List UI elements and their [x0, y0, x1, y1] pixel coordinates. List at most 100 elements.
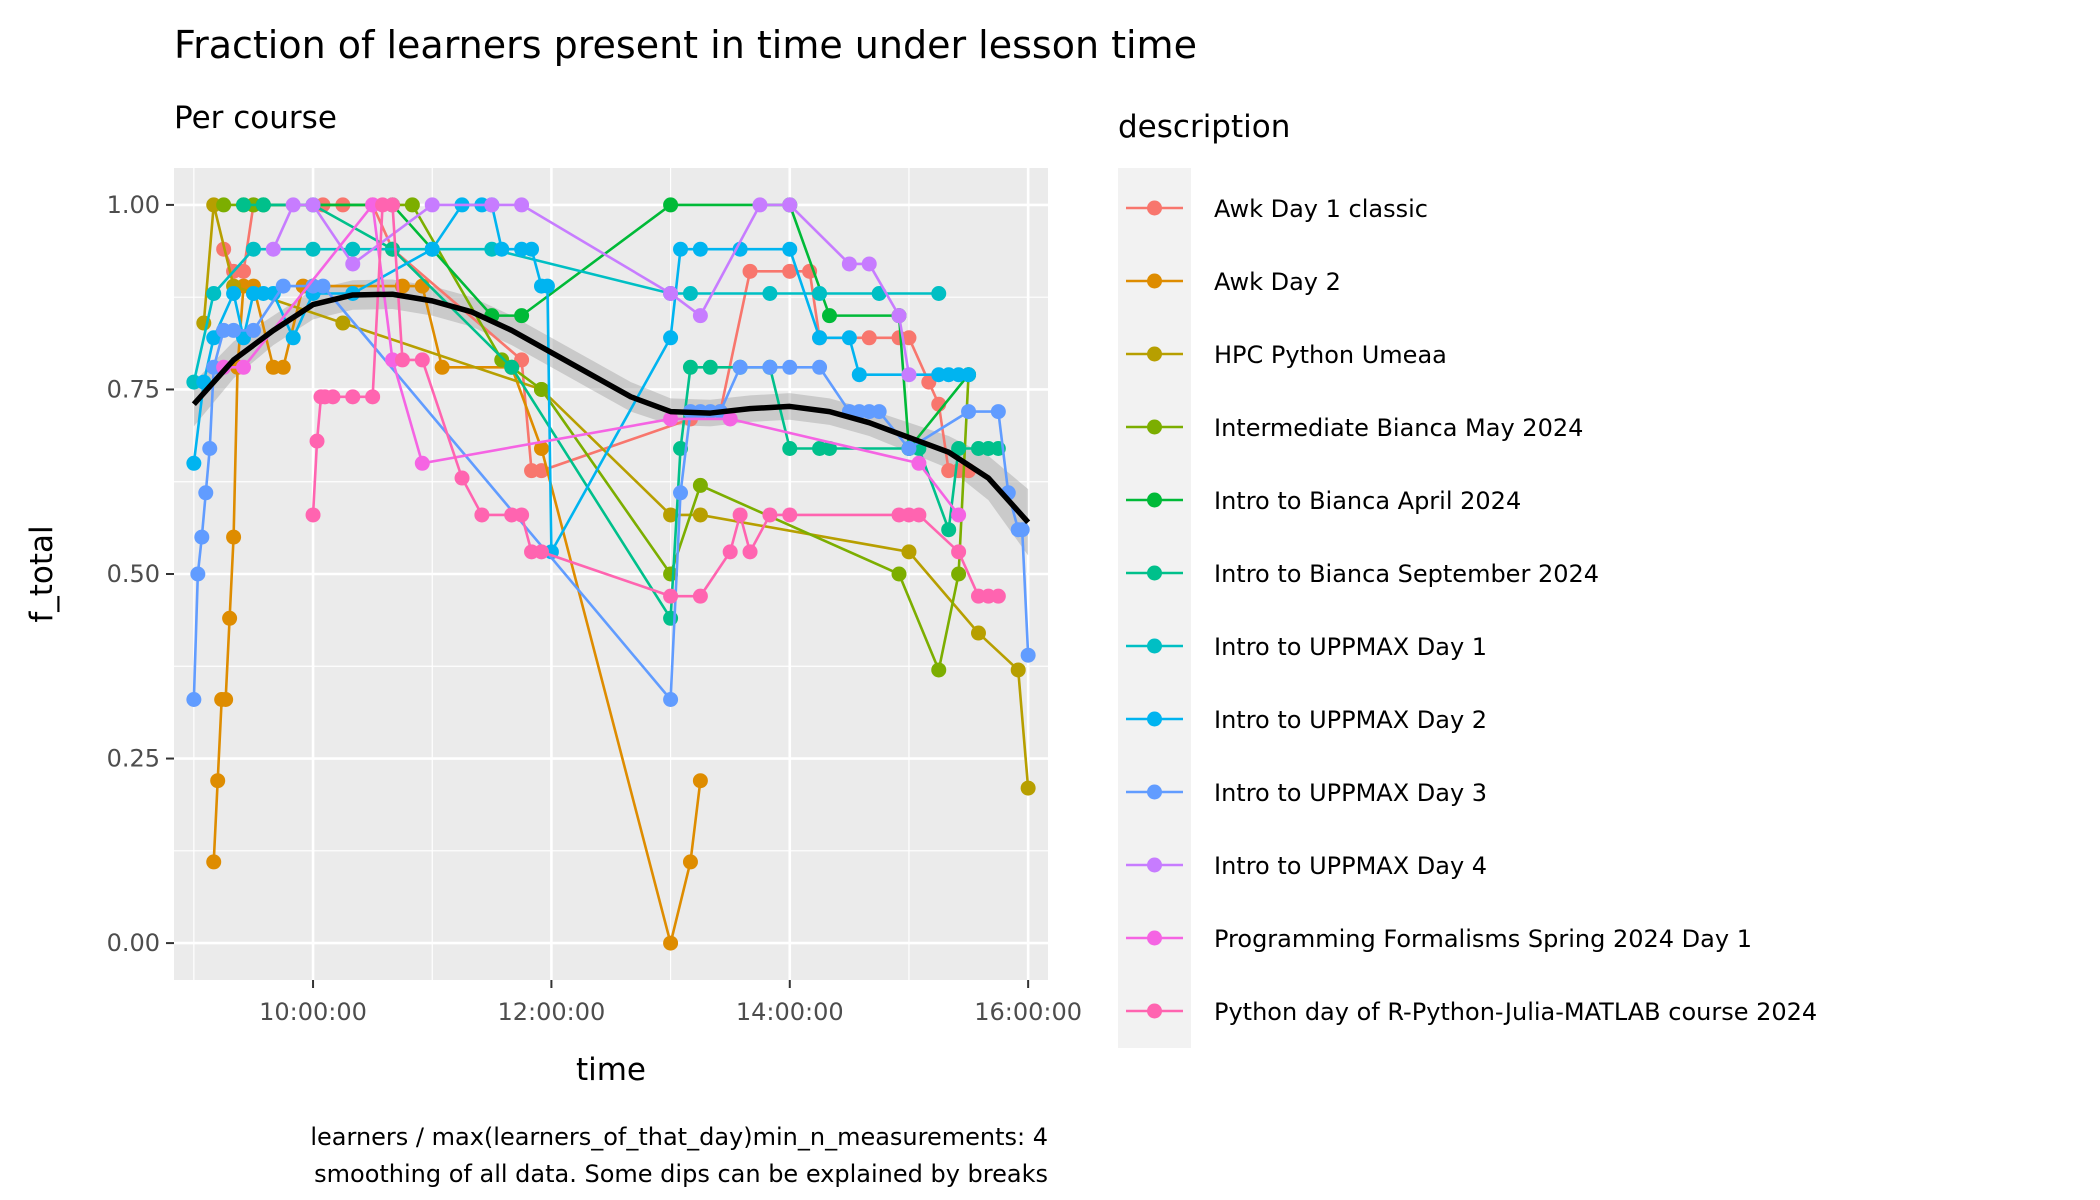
data-point — [692, 477, 708, 493]
data-point — [218, 691, 234, 707]
data-point — [414, 352, 430, 368]
data-point — [812, 330, 828, 346]
data-point — [722, 544, 738, 560]
data-point — [692, 241, 708, 257]
data-point — [822, 441, 837, 457]
data-point — [514, 308, 530, 324]
data-point — [732, 507, 748, 523]
data-point — [702, 359, 718, 375]
data-point — [663, 411, 679, 427]
legend-label: Intro to UPPMAX Day 1 — [1214, 633, 1487, 661]
data-point — [951, 507, 967, 523]
data-point — [222, 610, 238, 626]
data-point — [309, 433, 325, 449]
legend-label: Awk Day 1 classic — [1214, 195, 1428, 223]
legend-label: Awk Day 2 — [1214, 268, 1341, 296]
data-point — [682, 854, 698, 870]
legend-item: Intro to Bianca September 2024 — [1126, 560, 1599, 588]
data-point — [1020, 780, 1036, 796]
data-point — [1010, 662, 1026, 678]
legend-key-point — [1147, 711, 1162, 727]
smooth-trend-line — [191, 291, 1031, 525]
data-point — [663, 691, 679, 707]
series-lines — [186, 197, 1036, 951]
plot-panel — [174, 168, 1048, 980]
y-tick-label: 1.00 — [107, 191, 160, 219]
data-point — [692, 308, 708, 324]
caption-line-1: learners / max(learners_of_that_day)min_… — [310, 1123, 1048, 1151]
data-point — [424, 241, 440, 257]
data-point — [742, 263, 758, 279]
data-point — [305, 507, 321, 523]
data-point — [782, 241, 798, 257]
data-point — [673, 241, 689, 257]
data-point — [325, 389, 341, 405]
legend-item: Awk Day 1 classic — [1126, 195, 1428, 223]
data-point — [812, 285, 828, 301]
legend-key-point — [1147, 273, 1162, 289]
data-point — [990, 588, 1006, 604]
legend-item: Programming Formalisms Spring 2024 Day 1 — [1126, 925, 1752, 953]
legend-key-point — [1147, 857, 1162, 873]
data-point — [891, 308, 907, 324]
legend-key-point — [1147, 346, 1162, 362]
data-point — [692, 773, 708, 789]
data-point — [1014, 522, 1030, 538]
data-point — [414, 278, 430, 294]
legend-item: Intro to Bianca April 2024 — [1126, 487, 1521, 515]
data-point — [484, 197, 500, 213]
legend-key-point — [1147, 419, 1162, 435]
data-point — [385, 197, 400, 213]
data-point — [305, 197, 321, 213]
y-axis-title: f_total — [24, 525, 60, 622]
data-point — [663, 588, 679, 604]
data-point — [365, 389, 381, 405]
data-point — [198, 485, 214, 501]
data-point — [394, 352, 410, 368]
data-point — [504, 359, 520, 375]
data-point — [901, 441, 917, 457]
data-point — [275, 278, 291, 294]
x-axis-title: time — [576, 1052, 646, 1088]
data-point — [345, 241, 361, 257]
data-point — [911, 455, 927, 471]
legend-item: Awk Day 2 — [1126, 268, 1341, 296]
legend-item: Python day of R-Python-Julia-MATLAB cour… — [1126, 998, 1817, 1026]
data-point — [275, 359, 291, 375]
y-tick-label: 0.50 — [107, 560, 160, 588]
data-point — [210, 773, 226, 789]
data-point — [285, 330, 301, 346]
data-point — [335, 315, 351, 331]
data-point — [202, 441, 218, 457]
data-point — [742, 544, 758, 560]
data-point — [692, 507, 708, 523]
legend-key-point — [1147, 1003, 1162, 1019]
data-point — [961, 404, 977, 420]
data-point — [663, 197, 679, 213]
data-point — [514, 507, 530, 523]
legend-item: Intro to UPPMAX Day 4 — [1126, 852, 1487, 880]
data-point — [931, 285, 947, 301]
smooth-line — [191, 291, 1031, 525]
data-point — [782, 263, 798, 279]
data-point — [861, 256, 877, 272]
data-point — [404, 197, 420, 213]
x-tick-label: 14:00:00 — [736, 998, 844, 1026]
data-point — [822, 308, 837, 324]
data-point — [454, 470, 470, 486]
data-point — [762, 285, 778, 301]
y-tick-label: 0.25 — [107, 745, 160, 773]
data-point — [901, 544, 917, 560]
data-point — [961, 367, 977, 383]
data-point — [206, 854, 222, 870]
data-point — [782, 507, 798, 523]
data-point — [782, 441, 798, 457]
chart-title: Fraction of learners present in time und… — [174, 23, 1197, 67]
data-point — [245, 322, 261, 338]
legend-label: Programming Formalisms Spring 2024 Day 1 — [1214, 925, 1752, 953]
legend-title: description — [1118, 109, 1290, 145]
legend-key-background — [1118, 168, 1191, 1048]
data-point — [434, 359, 450, 375]
data-point — [186, 691, 202, 707]
data-point — [841, 330, 857, 346]
